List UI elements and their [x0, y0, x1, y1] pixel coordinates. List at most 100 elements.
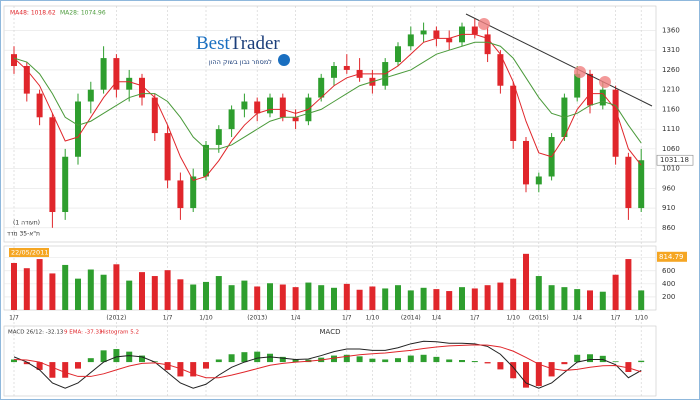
volume-bar [177, 279, 184, 310]
candle-body [523, 140, 529, 185]
volume-bar [203, 281, 209, 310]
candle-body [87, 89, 94, 102]
macd-histogram [459, 360, 465, 363]
x-tick-label: 1/7 [611, 315, 621, 322]
moving-average [13, 33, 642, 182]
volume-bar [446, 291, 453, 310]
macd-histogram [100, 350, 107, 363]
macd-histogram [36, 362, 43, 370]
candle-body [638, 160, 645, 209]
volume-bar [215, 276, 222, 310]
candle-body [11, 54, 17, 66]
candle-body [612, 89, 619, 157]
candle-body [62, 156, 69, 213]
candle-body [625, 156, 632, 209]
volume-bar [331, 287, 337, 310]
volume-bar [36, 259, 43, 310]
volume-bar [190, 284, 197, 310]
candle-body [343, 65, 350, 70]
volume-bar [87, 269, 94, 310]
highlight-circle [478, 18, 490, 30]
candle-body [587, 73, 593, 106]
volume-bar [638, 290, 645, 310]
last-price-badge [656, 154, 694, 166]
volume-bar [23, 268, 30, 310]
candle-body [407, 34, 414, 47]
logo-subtitle: למסחר נבון בשוק ההון [209, 58, 272, 66]
macd-histogram [382, 359, 389, 363]
volume-bar [151, 276, 158, 310]
candle-body [510, 85, 517, 141]
last-volume-badge [657, 251, 687, 262]
candle-body [267, 97, 273, 114]
candle-body [36, 93, 43, 118]
y-tick-label: 1260 [662, 66, 680, 74]
volume-bar [279, 284, 286, 310]
grid [4, 6, 656, 396]
macd-line [13, 340, 642, 389]
macd-histogram [407, 355, 414, 363]
volume-bar [510, 278, 517, 310]
volume-bar [407, 290, 414, 310]
macd-histogram [548, 362, 555, 377]
candle-body [177, 180, 184, 209]
volume-bar [11, 262, 17, 310]
macd-histogram [177, 362, 184, 377]
macd-histogram [254, 351, 261, 363]
candle-body [215, 129, 222, 145]
candle-body [203, 144, 209, 177]
index-name: ת"א-35 מדד [7, 231, 40, 238]
candle-body [433, 30, 440, 39]
moving-average [13, 41, 642, 150]
macd-histogram [510, 362, 517, 379]
candle-body [100, 58, 107, 90]
macd-histogram [369, 358, 376, 363]
y-tick-label: 600 [662, 267, 675, 275]
candle-body [75, 101, 81, 157]
y-tick-label: 1310 [662, 46, 680, 54]
volume-bar [126, 280, 133, 310]
macd-histogram [356, 356, 363, 363]
y-tick-label: 200 [662, 293, 675, 301]
macd-histogram [574, 354, 581, 363]
x-tick-label: 1/10 [506, 315, 520, 322]
candle-body [535, 176, 542, 185]
macd-histogram [228, 354, 235, 363]
candle-body [279, 97, 286, 118]
candle-body [599, 89, 606, 106]
note: (תעודה 1) [13, 220, 40, 227]
y-tick-label: 1010 [662, 165, 680, 173]
macd-histogram [638, 360, 645, 363]
volume-bar [75, 278, 81, 310]
macd-histogram [523, 362, 529, 388]
macd-legend: Histogram 5.2 [100, 330, 139, 336]
macd-histogram [126, 351, 133, 363]
macd-legend: MACD 26/12: -32.13 [8, 330, 64, 336]
candle-body [254, 101, 261, 114]
candle-body [574, 73, 581, 98]
candle-body [331, 65, 337, 78]
macd-histogram [587, 354, 593, 363]
volume-bar [164, 270, 171, 310]
x-tick-label: 1/4 [291, 315, 301, 322]
volume-bar [561, 287, 568, 310]
date-badge [9, 248, 49, 257]
macd-histogram [612, 361, 619, 363]
macd-histogram [292, 359, 299, 363]
candle-body [190, 176, 197, 209]
volume-bar [254, 286, 261, 310]
volume-bar [459, 287, 465, 310]
candle-body [49, 117, 56, 213]
candle-body [151, 97, 158, 134]
volume-bar [625, 259, 632, 310]
candle-body [484, 34, 491, 55]
volume-bar [535, 276, 542, 310]
y-tick-label: 1160 [662, 105, 680, 113]
macd-histogram [241, 352, 248, 363]
volume-bar [433, 289, 440, 310]
macd-histogram [433, 356, 440, 363]
x-tick-label: 1/7 [342, 315, 352, 322]
volume-bar [228, 285, 235, 310]
macd-histogram [215, 359, 222, 363]
